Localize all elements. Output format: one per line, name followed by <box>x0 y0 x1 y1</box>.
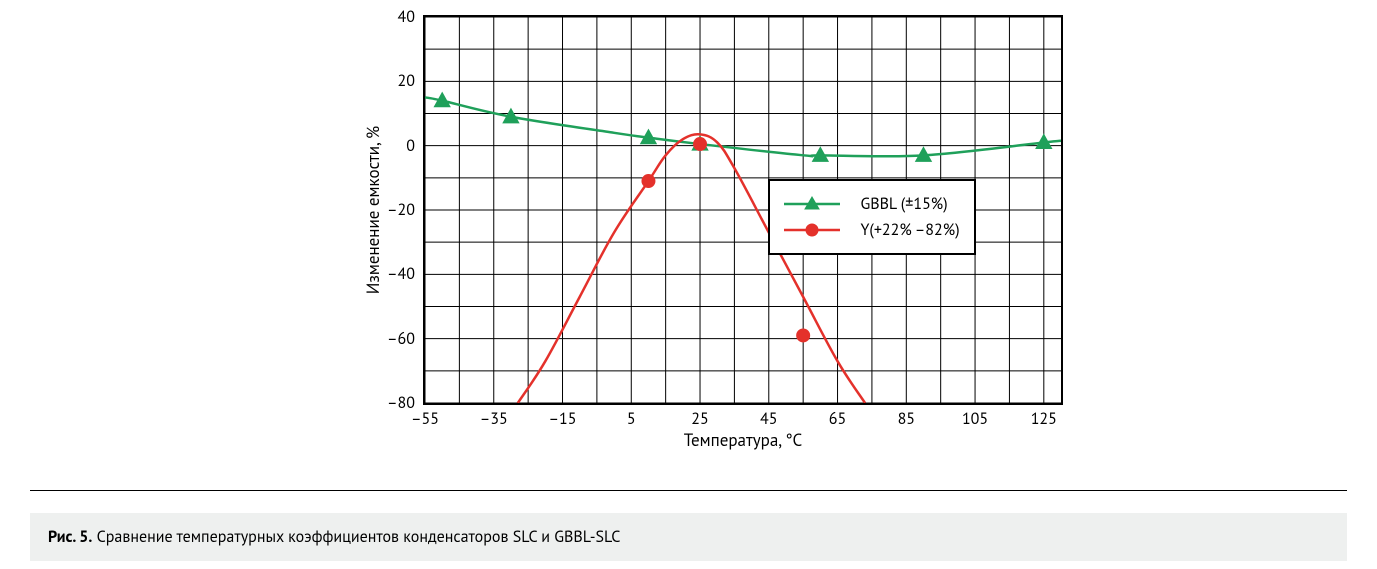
series-line-y <box>518 134 865 403</box>
y-tick-label: 0 <box>406 136 415 156</box>
x-tick-label: 25 <box>691 409 708 429</box>
series-marker-y <box>797 329 809 341</box>
figure-caption-block: Рис. 5. Сравнение температурных коэффици… <box>30 490 1347 561</box>
x-tick-label: –15 <box>548 409 576 429</box>
x-tick-label: 65 <box>829 409 846 429</box>
legend-item-y: Y(+22% –82%) <box>784 217 959 243</box>
y-tick-label: 20 <box>398 71 415 91</box>
series-marker-y <box>642 175 654 187</box>
x-tick-label: –35 <box>480 409 508 429</box>
series-marker-y <box>694 138 706 150</box>
legend-label-gbbl: GBBL (±15%) <box>860 194 947 214</box>
legend-item-gbbl: GBBL (±15%) <box>784 191 959 217</box>
y-tick-label: –40 <box>387 264 415 284</box>
x-tick-label: 85 <box>898 409 915 429</box>
page: Изменение емкости, % –80–60–40–2002040 –… <box>0 0 1377 569</box>
chart: Изменение емкости, % –80–60–40–2002040 –… <box>328 0 1098 450</box>
series-line-gbbl <box>425 97 1061 156</box>
x-tick-label: 105 <box>962 409 988 429</box>
legend-swatch-y <box>784 220 840 240</box>
x-axis-label: Температура, °С <box>684 429 803 451</box>
x-tick-label: 45 <box>760 409 777 429</box>
caption-rule <box>30 490 1347 491</box>
plot-area: –80–60–40–2002040 –55–35–155254565851051… <box>423 15 1063 405</box>
x-tick-label: 5 <box>627 409 636 429</box>
figure-caption: Рис. 5. Сравнение температурных коэффици… <box>30 513 1347 561</box>
x-tick-label: –55 <box>411 409 439 429</box>
y-tick-label: –20 <box>387 200 415 220</box>
legend-label-y: Y(+22% –82%) <box>860 220 959 240</box>
legend-swatch-gbbl <box>784 194 840 214</box>
x-tick-label: 125 <box>1031 409 1057 429</box>
y-tick-label: –60 <box>387 329 415 349</box>
y-axis-label: Изменение емкости, % <box>362 126 384 294</box>
caption-prefix: Рис. 5. <box>48 527 92 547</box>
caption-text: Сравнение температурных коэффициентов ко… <box>97 527 621 547</box>
chart-legend: GBBL (±15%) Y(+22% –82%) <box>768 179 975 255</box>
y-tick-label: 40 <box>398 7 415 27</box>
